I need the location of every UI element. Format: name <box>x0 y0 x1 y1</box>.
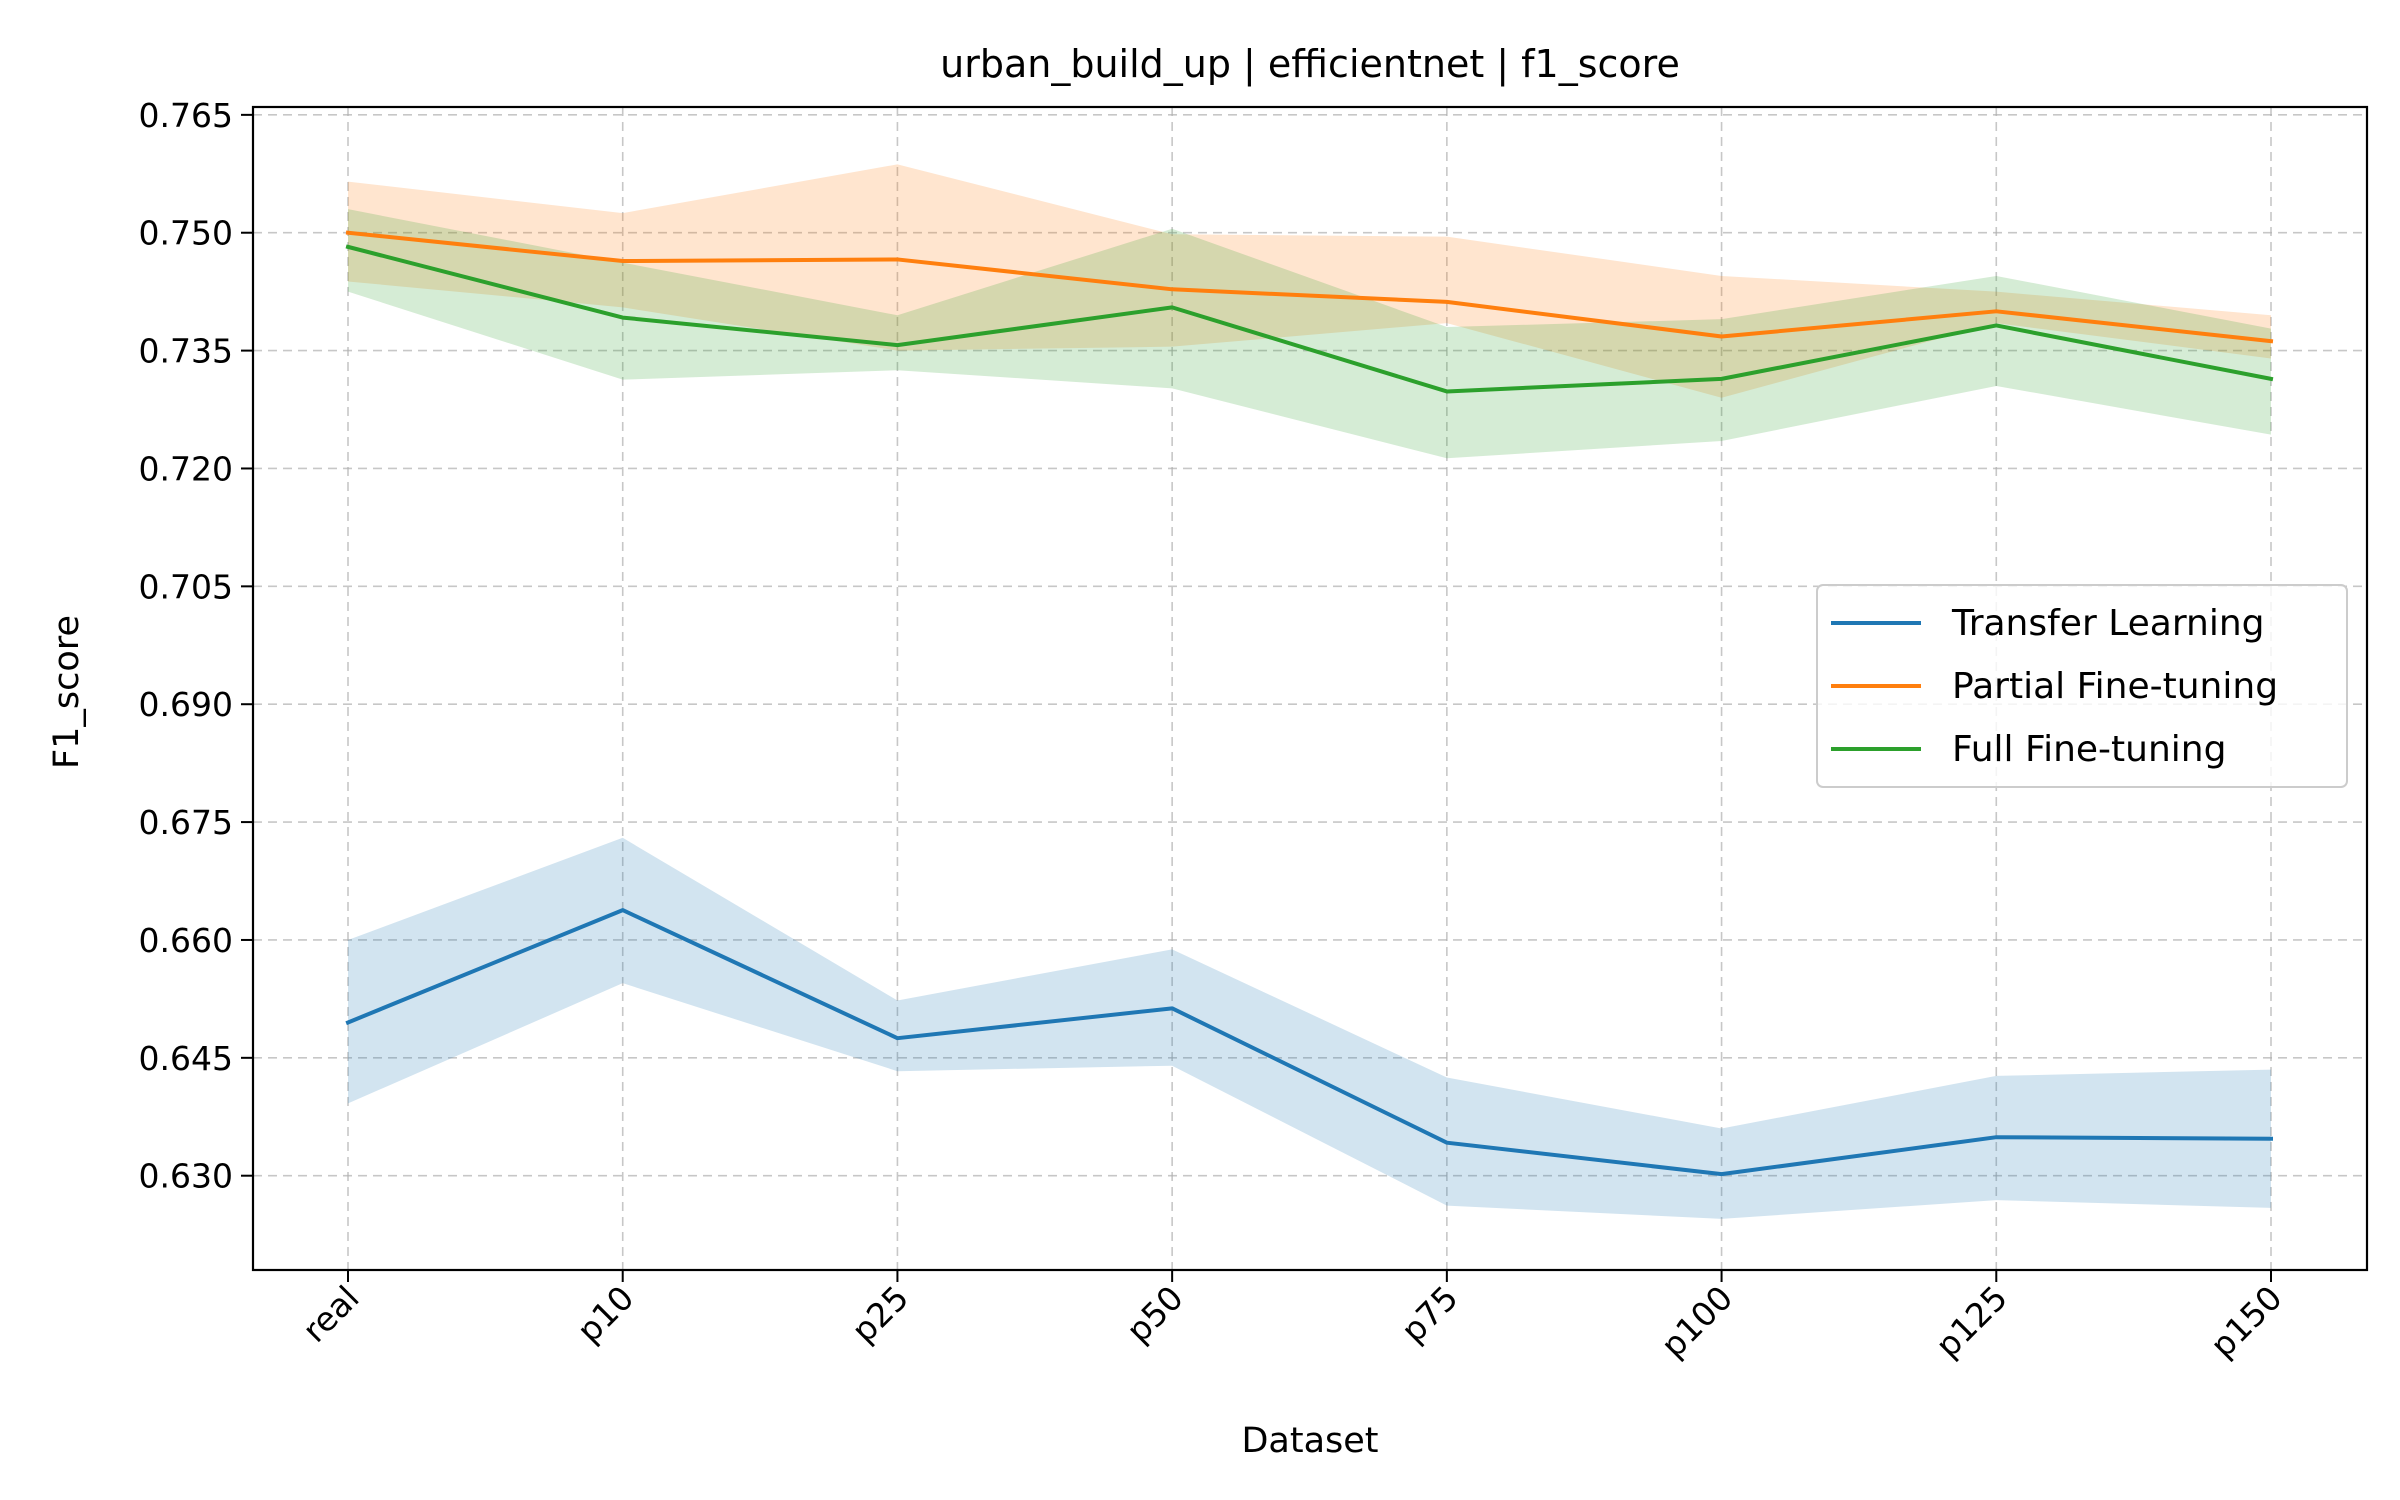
y-tick-label: 0.720 <box>139 449 233 488</box>
full-fine-tuning-line <box>345 244 2274 394</box>
x-axis-label: Dataset <box>1241 1421 1378 1461</box>
legend-label-full-fine-tuning: Full Fine-tuning <box>1952 729 2226 770</box>
y-axis-label: F1_score <box>47 615 87 769</box>
legend: Transfer Learning Partial Fine-tuning Full… <box>1816 584 2348 788</box>
plot-frame <box>251 105 2369 1272</box>
chart-title: urban_build_up | efficientnet | f1_score <box>940 42 1680 87</box>
legend-label-transfer-learning: Transfer Learning <box>1951 603 2265 644</box>
transfer-learning-line <box>345 908 2274 1177</box>
y-tick-label: 0.705 <box>139 567 233 606</box>
y-tick-label: 0.735 <box>139 332 233 371</box>
y-tick-label: 0.675 <box>139 803 233 842</box>
transfer-learning-band <box>348 837 2271 1219</box>
legend-box <box>1816 584 2348 788</box>
y-tick-label: 0.765 <box>139 96 233 135</box>
legend-label-partial-fine-tuning: Partial Fine-tuning <box>1952 666 2278 707</box>
partial-fine-tuning-line <box>345 230 2274 344</box>
series-lines <box>345 230 2274 1177</box>
y-tick-label: 0.630 <box>139 1157 233 1196</box>
y-tick-label: 0.660 <box>139 921 233 960</box>
full-fine-tuning-band <box>348 209 2271 459</box>
y-tick-label: 0.690 <box>139 685 233 724</box>
grid <box>253 107 2367 1270</box>
y-axis-ticks: 0.630 0.645 0.660 0.675 0.690 0.705 0.720 0.735… <box>139 96 253 1196</box>
y-tick-label: 0.645 <box>139 1039 233 1078</box>
y-tick-label: 0.750 <box>139 214 233 253</box>
